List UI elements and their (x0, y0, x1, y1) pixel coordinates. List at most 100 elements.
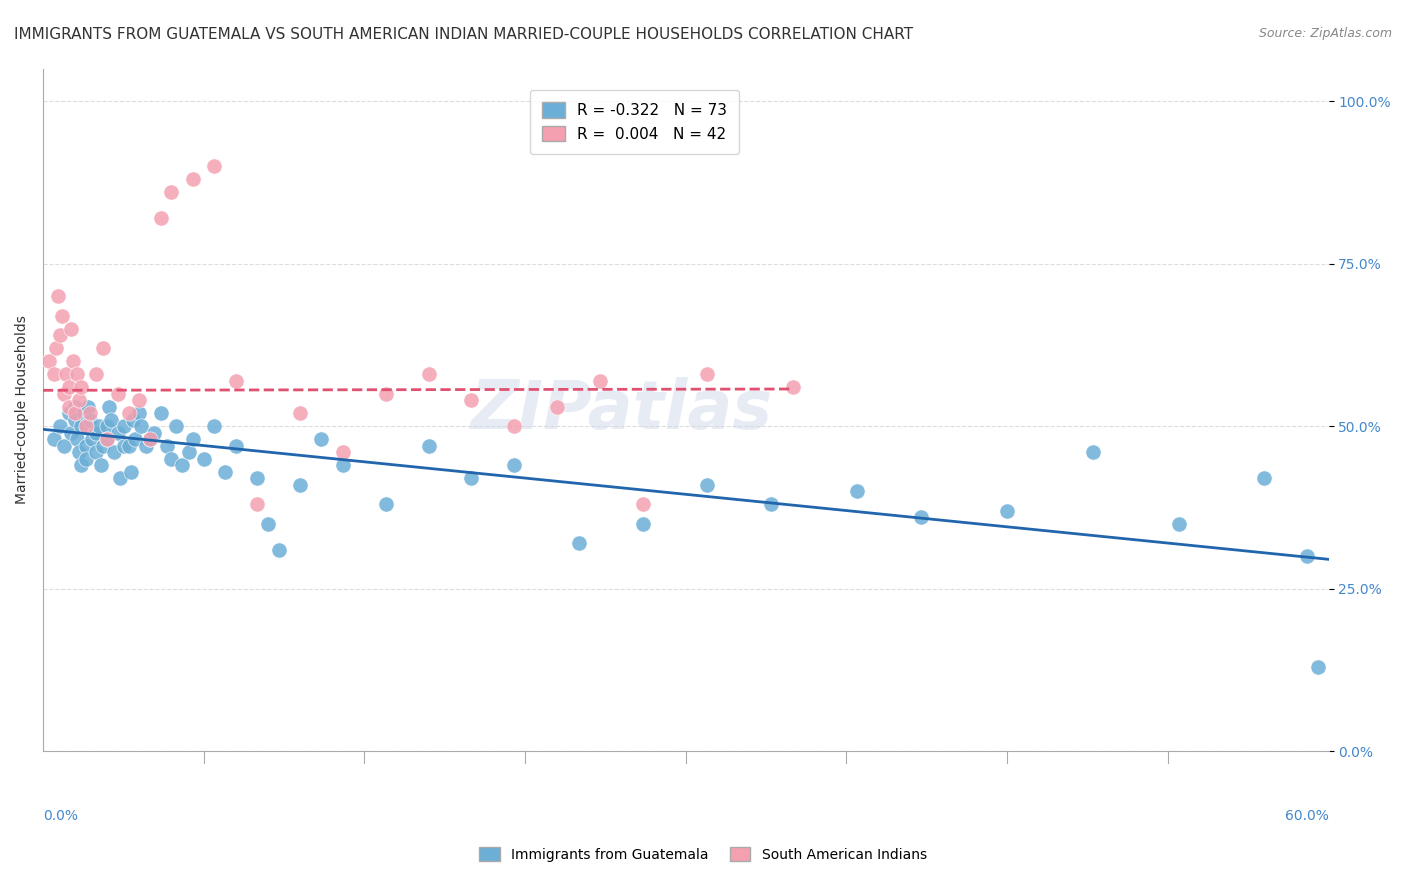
Point (86, 367, 108, 381)
Point (53, 386, 76, 401)
Point (131, 419, 153, 434)
Text: ZIPatlas: ZIPatlas (471, 376, 772, 442)
Point (761, 497, 783, 511)
Point (66, 367, 89, 381)
Legend: R = -0.322   N = 73, R =  0.004   N = 42: R = -0.322 N = 73, R = 0.004 N = 42 (530, 90, 740, 153)
Point (91, 341, 114, 355)
Point (77, 400, 100, 414)
Point (288, 406, 311, 420)
Point (418, 439, 440, 453)
Point (72, 406, 94, 420)
Point (288, 477, 311, 491)
Point (214, 465, 236, 479)
Point (38, 354, 60, 368)
Point (1306, 659, 1329, 673)
Point (46, 289, 69, 303)
Point (59, 321, 82, 335)
Point (63, 406, 86, 420)
Point (79, 406, 101, 420)
Point (332, 445, 354, 459)
Point (267, 542, 290, 557)
Point (139, 432, 162, 446)
Point (503, 419, 526, 434)
Point (995, 503, 1018, 517)
Point (90, 458, 112, 472)
Point (112, 419, 135, 434)
Point (120, 465, 142, 479)
Point (122, 412, 145, 426)
Point (66, 432, 89, 446)
Text: IMMIGRANTS FROM GUATEMALA VS SOUTH AMERICAN INDIAN MARRIED-COUPLE HOUSEHOLDS COR: IMMIGRANTS FROM GUATEMALA VS SOUTH AMERI… (14, 27, 912, 42)
Point (108, 471, 131, 485)
Point (96, 419, 118, 434)
Point (42, 367, 65, 381)
Point (418, 367, 440, 381)
Point (156, 439, 179, 453)
Point (143, 425, 166, 440)
Text: 0.0%: 0.0% (44, 809, 77, 823)
Point (374, 386, 396, 401)
Point (75, 419, 97, 434)
Point (117, 406, 139, 420)
Point (70, 419, 93, 434)
Point (86, 425, 108, 440)
Point (503, 458, 526, 472)
Point (202, 419, 225, 434)
Point (58, 380, 80, 394)
Point (112, 439, 135, 453)
Point (696, 367, 718, 381)
Point (67, 392, 90, 407)
Point (67, 445, 90, 459)
Point (87, 419, 110, 434)
Point (63, 400, 86, 414)
Point (117, 439, 139, 453)
Point (546, 400, 568, 414)
Point (160, 185, 183, 199)
Point (128, 406, 150, 420)
Point (225, 439, 247, 453)
Point (75, 439, 97, 453)
Point (70, 380, 93, 394)
Point (49, 328, 72, 343)
Point (82, 432, 104, 446)
Point (42, 432, 65, 446)
Point (225, 374, 247, 388)
Point (460, 392, 482, 407)
Point (58, 406, 80, 420)
Point (165, 419, 187, 434)
Point (51, 309, 73, 323)
Point (53, 439, 76, 453)
Point (568, 536, 591, 550)
Point (846, 484, 869, 499)
Point (103, 445, 125, 459)
Point (589, 374, 612, 388)
Point (128, 392, 150, 407)
Y-axis label: Married-couple Households: Married-couple Households (15, 316, 30, 504)
Point (96, 432, 118, 446)
Point (311, 432, 333, 446)
Point (139, 432, 162, 446)
Point (246, 471, 269, 485)
Point (135, 439, 157, 453)
Point (107, 425, 129, 440)
Point (160, 451, 183, 466)
Point (910, 510, 932, 524)
Point (782, 380, 804, 394)
Point (177, 445, 200, 459)
Point (696, 477, 718, 491)
Legend: Immigrants from Guatemala, South American Indians: Immigrants from Guatemala, South America… (474, 841, 932, 867)
Point (374, 497, 396, 511)
Point (49, 419, 72, 434)
Text: 60.0%: 60.0% (1285, 809, 1329, 823)
Point (55, 367, 77, 381)
Point (257, 516, 280, 531)
Point (631, 516, 654, 531)
Point (107, 386, 129, 401)
Point (631, 497, 654, 511)
Point (1296, 549, 1319, 563)
Point (202, 159, 225, 173)
Point (1253, 471, 1275, 485)
Point (75, 451, 97, 466)
Point (96, 432, 118, 446)
Point (86, 445, 108, 459)
